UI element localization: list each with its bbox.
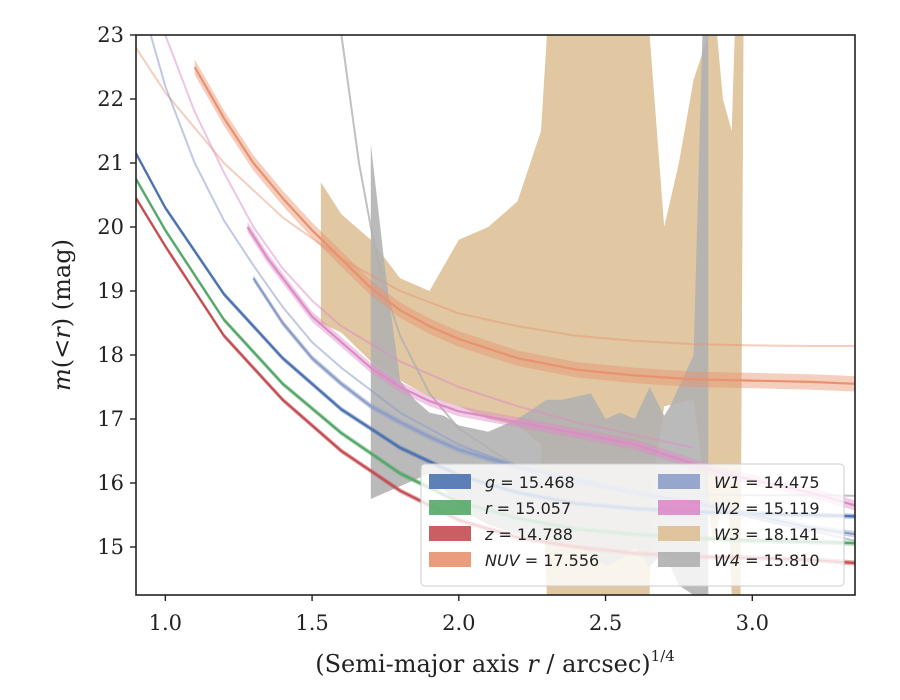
legend-label-w1: W1 = 14.475	[714, 473, 820, 492]
legend-label-w2: W2 = 15.119	[714, 499, 820, 518]
series-nuv-model-line-0	[136, 47, 855, 347]
x-axis-label: (Semi-major axis r / arcsec)1/4	[315, 647, 675, 678]
legend-box	[420, 463, 845, 587]
y-axis-label-unit: (mag)	[48, 239, 76, 318]
legend-label-w4: W4 = 15.810	[714, 551, 820, 570]
legend-swatch-z	[429, 526, 471, 541]
legend-swatch-w2	[658, 500, 700, 515]
y-tick-label: 17	[97, 407, 124, 431]
y-tick-label: 16	[97, 471, 124, 495]
legend-label-nuv: NUV = 17.556	[485, 551, 599, 570]
y-tick-label: 15	[97, 535, 124, 559]
series-nuv-line	[193, 66, 855, 385]
legend-label-w3: W3 = 18.141	[714, 525, 820, 544]
x-tick-label: 2.0	[442, 611, 475, 635]
series-w1-band	[253, 275, 855, 538]
legend-swatch-r	[429, 500, 471, 515]
series-w4-region-0	[370, 35, 709, 595]
y-tick-label: 22	[97, 87, 124, 111]
x-axis-label-var: r	[527, 650, 540, 678]
legend: g = 15.468 r = 15.057 z = 14.788 NUV = 17.5…	[420, 463, 845, 587]
y-axis-label-m: m	[48, 368, 76, 391]
x-tick-label: 3.0	[736, 611, 769, 635]
legend-swatch-w1	[658, 474, 700, 489]
x-axis-label-main: (Semi-major axis	[315, 650, 527, 678]
x-tick-label: 1.5	[295, 611, 328, 635]
y-tick-label: 19	[97, 279, 124, 303]
y-axis-label-lt: <	[48, 339, 76, 359]
x-tick-label: 1.0	[149, 611, 182, 635]
series-w2-model-line-0	[164, 35, 694, 449]
y-axis-label-open: (	[48, 359, 76, 368]
legend-label-g: g = 15.468	[485, 473, 575, 492]
x-axis-label-rest: / arcsec)	[539, 650, 651, 678]
y-tick-label: 20	[97, 215, 124, 239]
y-axis-ticks: 15 16 17 18 19 20 21 22 23	[97, 23, 136, 559]
shaded-regions	[320, 35, 744, 595]
y-axis-label: m(<r) (mag)	[48, 239, 76, 391]
legend-swatch-w3	[658, 526, 700, 541]
x-tick-label: 2.5	[589, 611, 622, 635]
y-tick-label: 21	[97, 151, 124, 175]
x-axis-label-exponent: 1/4	[651, 647, 675, 665]
y-axis-label-r: r	[48, 326, 76, 339]
legend-label-z: z = 14.788	[484, 525, 573, 544]
y-tick-label: 18	[97, 343, 124, 367]
y-tick-label: 23	[97, 23, 124, 47]
legend-label-r: r = 15.057	[485, 499, 571, 518]
legend-swatch-nuv	[429, 552, 471, 567]
x-axis-ticks: 1.0 1.5 2.0 2.5 3.0	[149, 595, 769, 635]
y-axis-label-close: )	[48, 318, 76, 327]
plot-frame	[135, 34, 856, 596]
legend-swatch-g	[429, 474, 471, 489]
legend-swatch-w4	[658, 552, 700, 567]
